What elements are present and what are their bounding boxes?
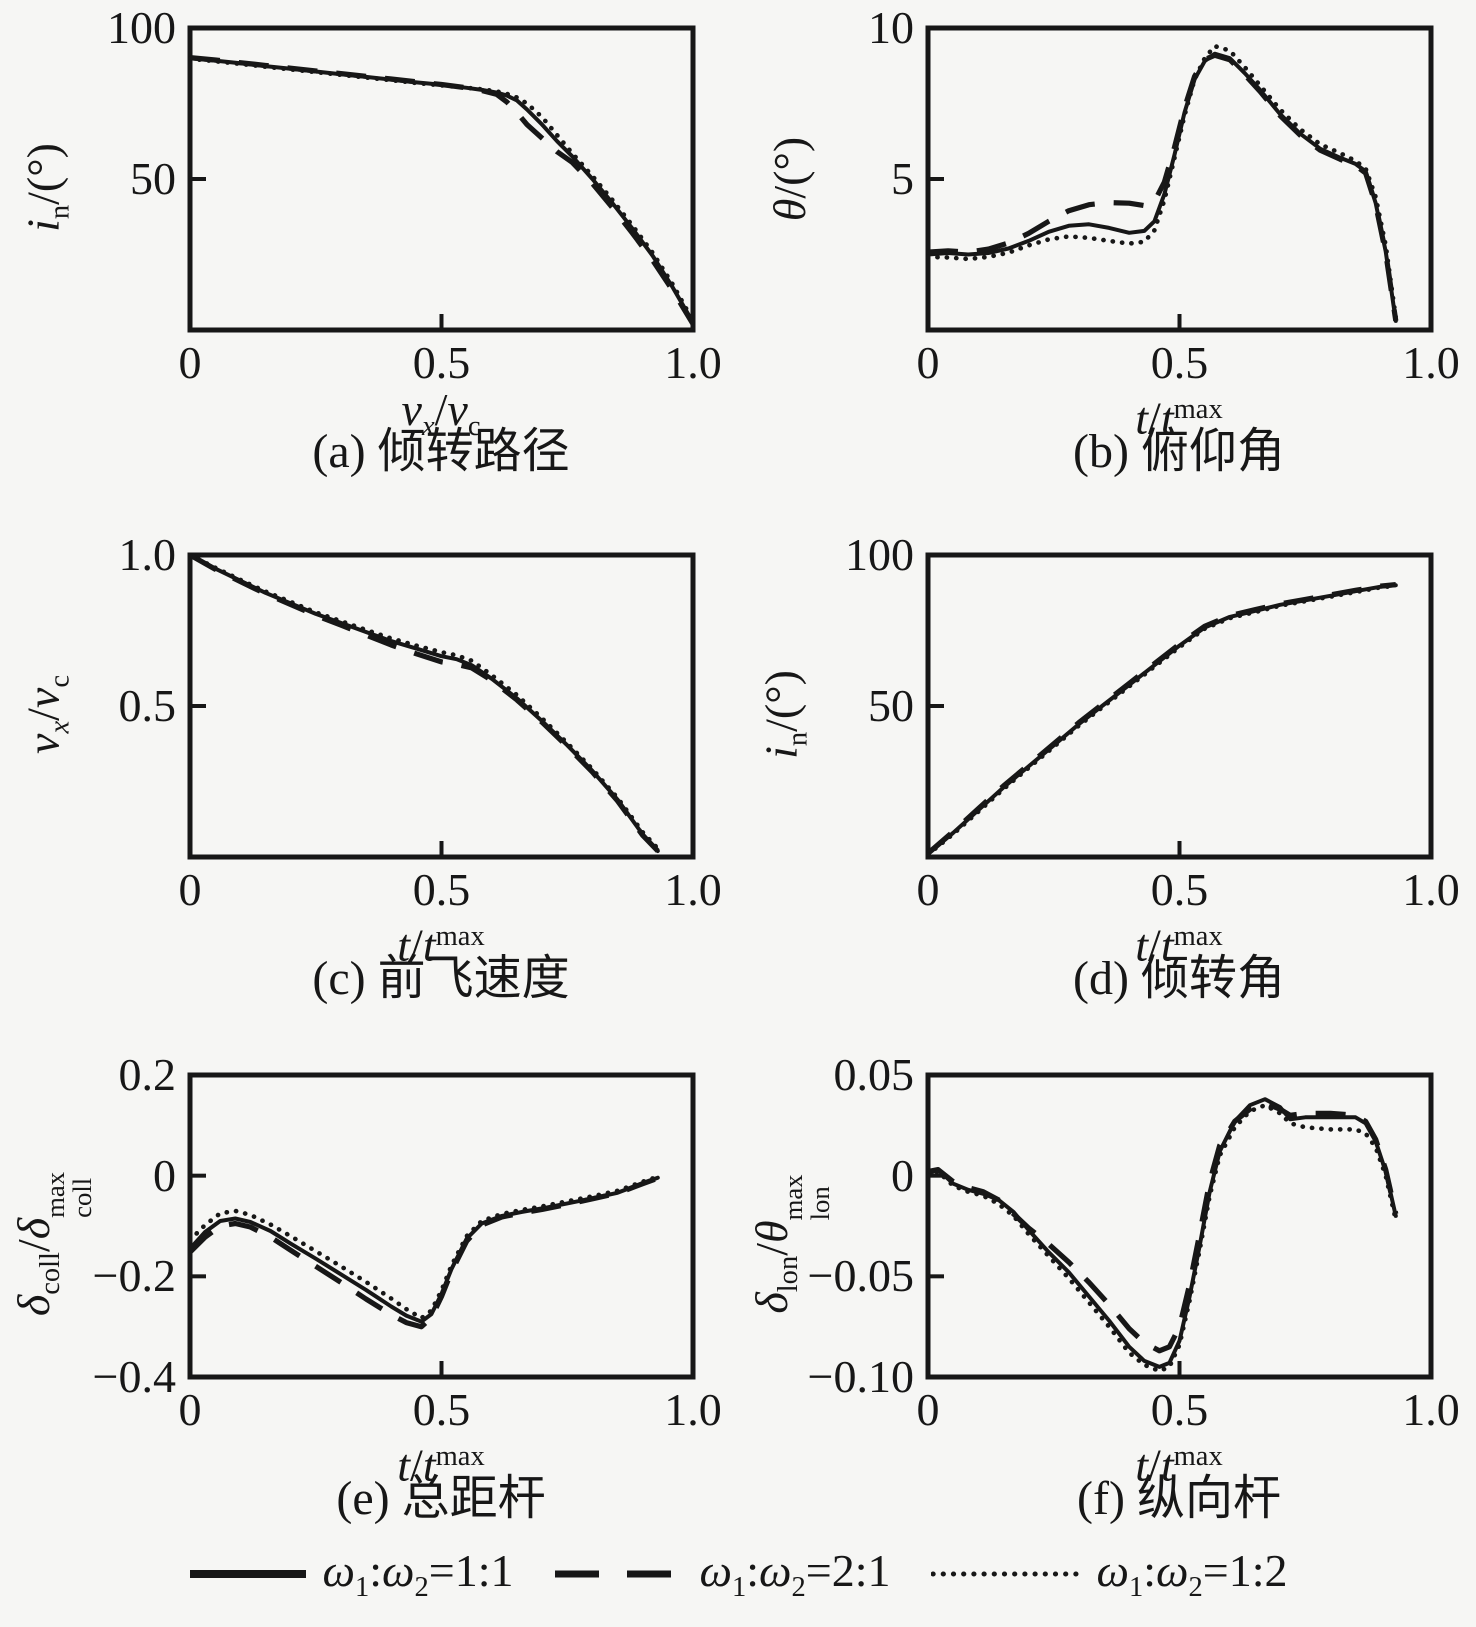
subplot-b: 5 10 0 0.5 1.0 θ/(°) t/tmax (b) 俯仰角 — [738, 0, 1476, 507]
series-d-dotted-line — [925, 583, 1399, 857]
plot-area-d — [925, 552, 1434, 860]
series-a-dotted-line — [187, 56, 696, 324]
x-tick-label: 0.5 — [1150, 1384, 1209, 1435]
caption-c: (c) 前飞速度 — [312, 952, 570, 1005]
x-tick-label: 1.0 — [1402, 337, 1460, 388]
caption-b: (b) 俯仰角 — [1073, 425, 1285, 478]
legend-item-ratio-1-1: ω1:ω2=1:1 — [188, 1544, 513, 1604]
series-a-solid-line — [188, 56, 695, 325]
x-tick-label: 0.5 — [412, 1384, 471, 1435]
plot-box-b — [925, 25, 1434, 333]
series-a-dashed-line — [189, 55, 696, 326]
legend-solid-line-icon — [190, 1569, 307, 1578]
caption-e: (e) 总距杆 — [336, 1472, 546, 1525]
x-tick-label: 0.5 — [412, 864, 471, 915]
y-tick-label: 50 — [130, 153, 176, 204]
y-axis-label-e: δcoll/δ max coll — [7, 1171, 97, 1317]
subplot-d: 50 100 0 0.5 1.0 in/(°) t/tmax (d) 倾转角 — [738, 527, 1476, 1034]
series-b-dotted-line — [925, 43, 1399, 321]
x-tick-label: 0 — [178, 864, 202, 915]
x-tick-label: 1.0 — [664, 337, 722, 388]
subplot-f: −0.10 −0.05 0 0.05 0 0.5 1.0 δlon/θ max lon t/tmax… — [738, 1047, 1476, 1554]
x-axis-label-e: t/tmax — [397, 1439, 485, 1491]
subplot-c: 0.5 1.0 0 0.5 1.0 vx/vc t/tmax (c) 前飞速度 — [0, 527, 738, 1034]
legend: ω1:ω2=1:1 ω1:ω2=2:1 ω1:ω2=1:2 — [0, 1520, 1476, 1627]
plot-box-a — [187, 25, 696, 333]
series-b-dashed-line — [927, 52, 1399, 322]
y-tick-label: 100 — [845, 529, 914, 580]
y-tick-label: 1.0 — [118, 529, 177, 580]
y-axis-label-b: θ/(°) — [764, 136, 815, 222]
legend-label-ratio-1-2: ω1:ω2=1:2 — [1096, 1544, 1288, 1603]
plot-box-c — [187, 552, 696, 860]
x-axis-label-f: t/tmax — [1135, 1439, 1223, 1491]
x-tick-label: 0 — [178, 1384, 202, 1435]
y-tick-label: 10 — [868, 2, 914, 53]
x-axis-label-a: vx/vc — [401, 384, 481, 442]
y-tick-label: 50 — [868, 680, 914, 731]
legend-item-ratio-2-1: ω1:ω2=2:1 — [553, 1544, 891, 1604]
series-d-dashed-line — [926, 582, 1397, 856]
caption-f: (f) 纵向杆 — [1077, 1472, 1281, 1525]
y-tick-label: 0.5 — [118, 680, 177, 731]
series-d-solid-line — [926, 583, 1398, 856]
subplot-a: 50 100 0 0.5 1.0 in/(°) vx/vc (a) 倾转路径 — [0, 0, 738, 507]
plot-box-f — [925, 1072, 1434, 1380]
y-axis-label-f: δlon/θ max lon — [745, 1174, 835, 1314]
x-axis-label-d: t/tmax — [1135, 919, 1223, 971]
x-tick-label: 1.0 — [1402, 864, 1460, 915]
y-axis-label-c: vx/vc — [17, 675, 76, 754]
x-tick-label: 0 — [916, 1384, 940, 1435]
y-axis-label-d: in/(°) — [755, 670, 814, 759]
plot-area-a — [187, 25, 696, 333]
series-c-solid-line — [188, 553, 660, 853]
legend-item-ratio-1-2: ω1:ω2=1:2 — [930, 1544, 1288, 1604]
y-tick-label: 100 — [107, 2, 176, 53]
x-tick-label: 0 — [178, 337, 202, 388]
y-tick-label: −0.05 — [807, 1250, 914, 1302]
x-tick-label: 0 — [916, 864, 940, 915]
y-tick-label: 0 — [153, 1149, 176, 1201]
legend-label-ratio-1-1: ω1:ω2=1:1 — [322, 1544, 514, 1603]
y-tick-label: −0.2 — [92, 1250, 176, 1302]
x-axis-label-b: t/tmax — [1135, 392, 1223, 444]
y-axis-label-a: in/(°) — [17, 143, 76, 232]
y-tick-label: 0.05 — [833, 1049, 915, 1100]
series-f-solid-line — [926, 1097, 1398, 1369]
x-axis-label-c: t/tmax — [397, 919, 485, 971]
plot-area-f — [925, 1072, 1434, 1380]
x-tick-label: 0.5 — [412, 337, 471, 388]
plot-area-b — [925, 25, 1434, 333]
caption-d: (d) 倾转角 — [1073, 952, 1285, 1005]
x-tick-label: 1.0 — [664, 864, 722, 915]
caption-a: (a) 倾转路径 — [312, 425, 570, 478]
legend-dotted-line-icon — [930, 1571, 1083, 1576]
series-f-dotted-line — [925, 1102, 1399, 1374]
x-tick-label: 1.0 — [664, 1384, 722, 1435]
legend-label-ratio-2-1: ω1:ω2=2:1 — [699, 1544, 891, 1603]
y-tick-label: 5 — [891, 153, 914, 204]
subplot-e: −0.4 −0.2 0 0.2 0 0.5 1.0 δcoll/δ max coll t/tmax(… — [0, 1047, 738, 1554]
series-e-dashed-line — [188, 1175, 659, 1330]
legend-dashed-line-icon — [555, 1570, 684, 1577]
y-tick-label: −0.4 — [92, 1351, 176, 1402]
plot-area-c — [187, 552, 696, 860]
y-tick-label: 0 — [891, 1149, 914, 1201]
plot-box-e — [187, 1072, 696, 1380]
series-f-dashed-line — [927, 1100, 1399, 1354]
series-c-dotted-line — [187, 552, 661, 851]
plot-box-d — [925, 552, 1434, 860]
series-c-dashed-line — [188, 552, 660, 853]
x-tick-label: 0.5 — [1150, 864, 1209, 915]
x-tick-label: 0 — [916, 337, 940, 388]
x-tick-label: 0.5 — [1150, 337, 1209, 388]
stacked-subsup: max coll — [39, 1171, 97, 1218]
y-tick-label: 0.2 — [118, 1049, 177, 1100]
x-tick-label: 1.0 — [1402, 1384, 1460, 1435]
series-e-dotted-line — [187, 1174, 661, 1321]
stacked-subsup: max lon — [777, 1174, 835, 1221]
plot-area-e — [187, 1072, 696, 1380]
y-tick-label: −0.10 — [807, 1351, 914, 1402]
